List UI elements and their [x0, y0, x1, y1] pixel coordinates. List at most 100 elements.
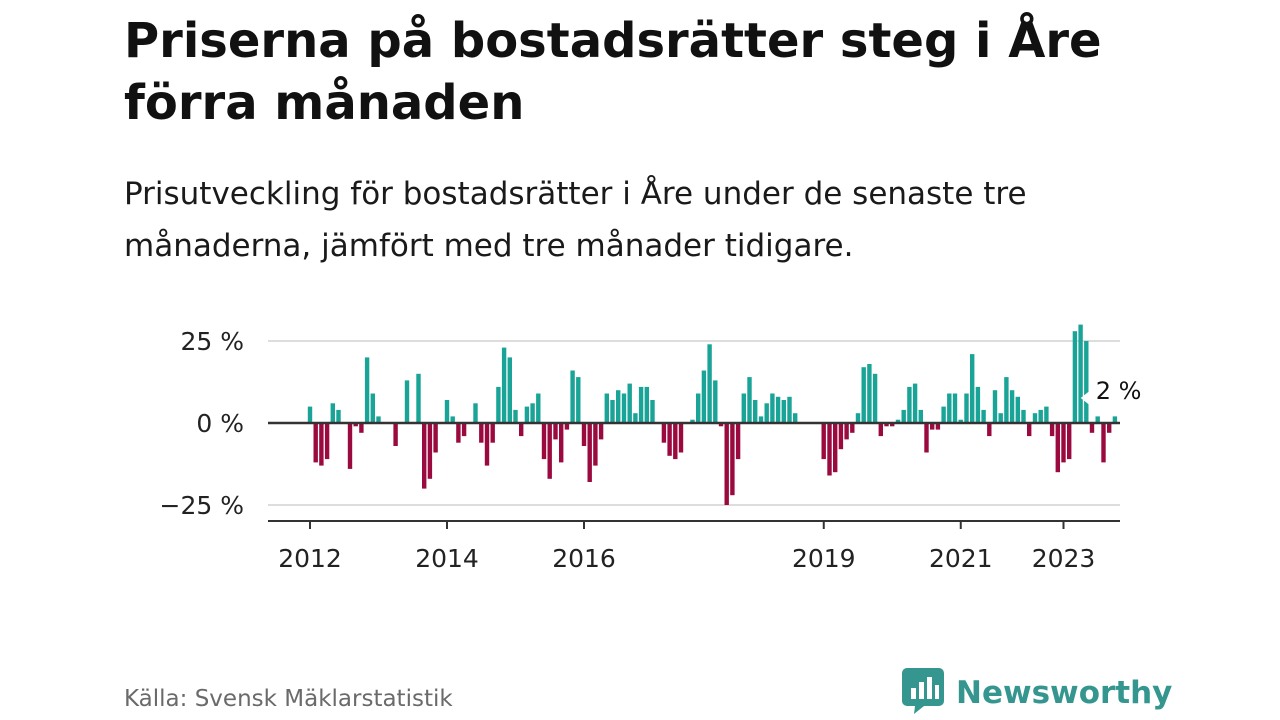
bar [1067, 423, 1072, 460]
bar [444, 400, 450, 423]
x-tick-label: 2021 [929, 544, 993, 573]
bar [633, 413, 638, 423]
bar [576, 377, 581, 423]
bar [793, 413, 798, 423]
bar [593, 423, 598, 466]
bar [330, 403, 335, 423]
bar [324, 423, 330, 460]
bar [347, 423, 353, 469]
bar [1084, 341, 1089, 423]
bar [1078, 324, 1083, 423]
bar [895, 419, 901, 423]
bar [753, 400, 758, 423]
bar [696, 393, 701, 423]
tick-labels: 25 % 0 % −25 % 2012 2014 2016 2019 2021 2023 2 % [160, 327, 1144, 573]
bar [1049, 423, 1055, 437]
bar [833, 423, 838, 473]
bar [524, 406, 530, 423]
bar [496, 386, 501, 423]
bar [336, 409, 341, 423]
bar [433, 423, 438, 453]
bar [541, 423, 547, 460]
bar [855, 413, 861, 423]
bar [821, 423, 826, 460]
bar [747, 377, 752, 423]
bar-chart-speech-bubble-icon [902, 668, 944, 718]
bar [473, 403, 478, 423]
bar [501, 347, 507, 423]
bar [536, 393, 541, 423]
bar [701, 370, 707, 423]
bar [775, 396, 781, 423]
bar [404, 380, 410, 423]
bar [707, 344, 712, 423]
bar [724, 423, 729, 505]
grid-lines [268, 340, 1120, 506]
bar [307, 406, 313, 423]
bar [1107, 423, 1112, 433]
source-note: Källa: Svensk Mäklarstatistik [124, 686, 453, 712]
callout-label: 2 % [1096, 377, 1142, 405]
bar [838, 423, 844, 450]
bar [713, 380, 718, 423]
bar [587, 423, 592, 482]
bar [964, 393, 969, 423]
x-tick-label: 2014 [415, 544, 479, 573]
bar [456, 423, 461, 443]
bar [610, 400, 615, 423]
annotation-callout: 2 % [1080, 373, 1144, 409]
bar [952, 393, 958, 423]
bar [850, 423, 855, 433]
bar [1044, 406, 1049, 423]
bar [1055, 423, 1060, 473]
bar [844, 423, 849, 440]
bar [970, 354, 975, 423]
bar [313, 423, 318, 463]
bar [1021, 409, 1026, 423]
bar [661, 423, 667, 443]
bar [690, 419, 695, 423]
y-tick-label: 0 % [196, 409, 244, 438]
bar [570, 370, 575, 423]
bar [735, 423, 741, 460]
bar [547, 423, 552, 479]
bar [1004, 377, 1009, 423]
bar [644, 386, 649, 423]
bar [1032, 413, 1038, 423]
bar [867, 364, 872, 423]
bar [616, 390, 621, 423]
bar [975, 386, 981, 423]
bar [353, 423, 358, 427]
bar [364, 357, 370, 423]
bar [947, 393, 952, 423]
bar [992, 390, 998, 423]
bar [1038, 409, 1043, 423]
bar [827, 423, 832, 476]
bar [484, 423, 490, 466]
axes [268, 421, 1120, 529]
bar [564, 423, 570, 430]
bar [376, 416, 381, 423]
bar [530, 403, 535, 423]
bar [621, 393, 627, 423]
bar [930, 423, 935, 430]
bar [878, 423, 883, 437]
bar [890, 423, 895, 427]
bar [604, 393, 609, 423]
bar [1072, 331, 1078, 423]
bar [884, 423, 889, 427]
x-tick-label: 2019 [792, 544, 856, 573]
bar [1061, 423, 1066, 463]
bar [1095, 416, 1100, 423]
brand-logo[interactable]: Newsworthy [902, 668, 1172, 718]
bar [872, 373, 878, 423]
bar [559, 423, 564, 463]
bar [781, 400, 786, 423]
bar [764, 403, 769, 423]
bar [519, 423, 524, 437]
x-tick-label: 2012 [278, 544, 342, 573]
bar [1015, 396, 1020, 423]
bar [450, 416, 455, 423]
bar [479, 423, 484, 443]
bar-chart: 25 % 0 % −25 % 2012 2014 2016 2019 2021 2023 2 % [160, 324, 1144, 573]
